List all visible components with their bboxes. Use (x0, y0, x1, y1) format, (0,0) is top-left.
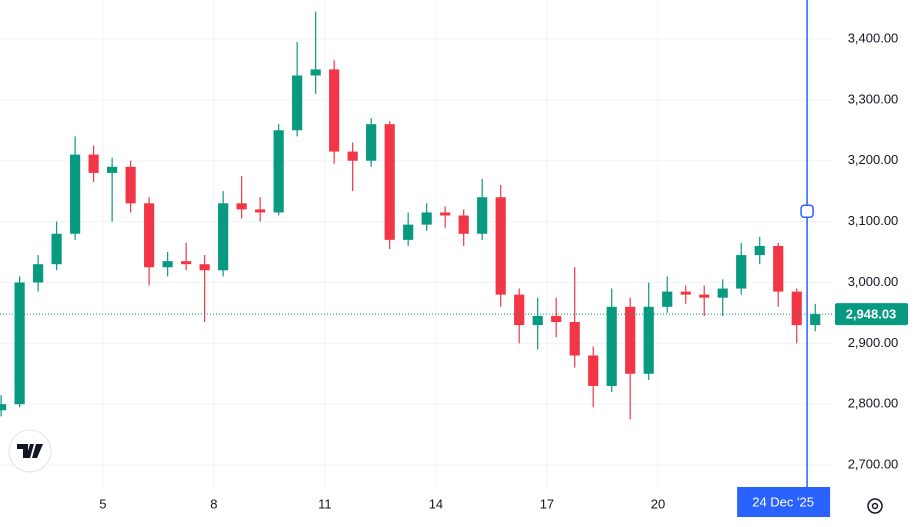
candle-body (643, 306, 654, 374)
candle-body (0, 404, 7, 411)
y-tick-label: 2,900.00 (848, 335, 899, 350)
candle-body (292, 75, 303, 131)
x-tick-label: 5 (99, 496, 106, 511)
candle-body (384, 124, 395, 240)
candle-body (662, 291, 673, 307)
settings-button[interactable] (867, 498, 883, 514)
candle-body (125, 166, 136, 204)
candle-body (514, 294, 525, 326)
y-tick-label: 2,700.00 (848, 457, 899, 472)
candle-body (532, 315, 543, 326)
candle-body (88, 154, 99, 173)
candle-body (33, 264, 44, 283)
candle-body (625, 306, 636, 374)
candle-body (310, 69, 321, 76)
x-tick-label: 11 (318, 496, 332, 511)
candle-body (551, 315, 562, 323)
x-tick-label: 14 (429, 496, 443, 511)
candle-body (181, 261, 192, 265)
y-tick-label: 3,100.00 (848, 213, 899, 228)
candle-body (754, 245, 765, 256)
candle-body (329, 69, 340, 152)
candle-body (680, 291, 691, 295)
candle-body (773, 245, 784, 292)
y-tick-label: 2,800.00 (848, 396, 899, 411)
logo[interactable] (8, 429, 52, 473)
candle-body (736, 255, 747, 289)
crosshair-label-box (737, 487, 831, 517)
candle-body (588, 355, 599, 386)
candle-body (162, 261, 173, 268)
candle-body (107, 166, 118, 173)
x-tick-label: 17 (540, 496, 554, 511)
candle-body (144, 203, 155, 268)
last-price-label: 2,948.03 (846, 307, 897, 322)
candle-body (810, 314, 821, 326)
overlay: 2,700.00 2,800.00 2,900.00 3,000.00 3,100.00… (0, 0, 908, 517)
logo-glyph (17, 444, 43, 458)
candle-body (273, 130, 284, 213)
candle-body (218, 203, 229, 271)
candles (0, 11, 821, 420)
crosshair-label: 24 Dec '25 (752, 494, 814, 509)
candle-body (606, 306, 617, 386)
candle-body (347, 151, 358, 161)
candle-body (717, 288, 728, 298)
candle-body (440, 212, 451, 216)
y-tick-label: 3,200.00 (848, 152, 899, 167)
candle-body (791, 291, 802, 326)
settings-icon-center (871, 502, 879, 510)
candle-body (366, 124, 377, 161)
last-price-box (835, 303, 908, 326)
candle-body (51, 233, 62, 265)
grid (0, 0, 833, 487)
settings-icon[interactable] (867, 498, 883, 514)
candle-body (699, 294, 710, 298)
x-tick-label: 8 (210, 496, 217, 511)
y-tick-label: 3,000.00 (848, 274, 899, 289)
candle-body (495, 197, 506, 295)
y-tick-label: 3,300.00 (848, 91, 899, 106)
candle-body (199, 264, 210, 271)
y-tick-label: 3,400.00 (848, 30, 899, 45)
candle-body (70, 154, 81, 234)
crosshair-handle (800, 204, 814, 218)
candle-body (477, 197, 488, 234)
candle-body (403, 224, 414, 240)
candle-body (236, 203, 247, 210)
candle-body (569, 322, 580, 356)
x-tick-label: 20 (651, 496, 665, 511)
candle-body (458, 215, 469, 234)
candle-body (421, 212, 432, 225)
candle-body (255, 209, 266, 213)
candle-body (14, 282, 25, 405)
